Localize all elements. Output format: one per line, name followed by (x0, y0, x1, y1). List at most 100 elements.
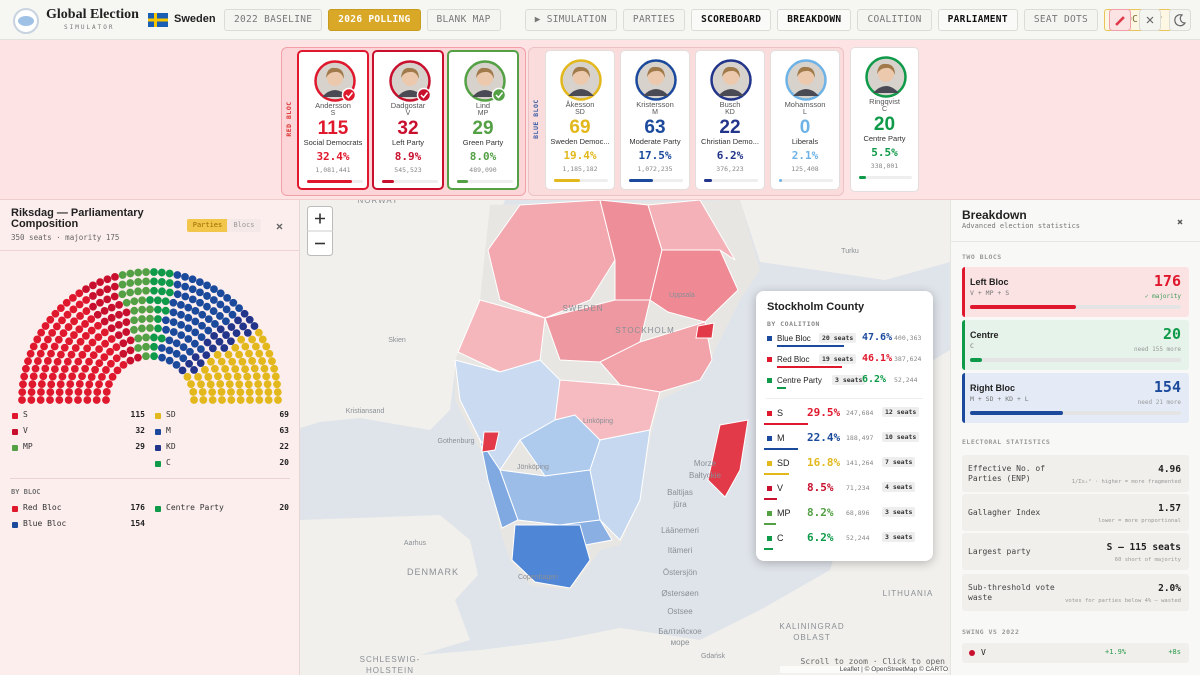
toolbar-button[interactable]: COALITION (857, 9, 932, 31)
close-button[interactable] (1176, 218, 1184, 226)
candidate-card: Mohamsson L 0 Liberals 2.1% 125,408 (770, 50, 840, 190)
party-abbr: L (803, 109, 807, 116)
map-label: Kristiansand (346, 408, 385, 415)
logo-badge (13, 8, 39, 34)
seat-dot (262, 342, 271, 351)
zoom-control[interactable] (307, 206, 333, 256)
county[interactable] (511, 524, 591, 589)
seat-dot (203, 281, 211, 290)
close-button[interactable] (275, 222, 284, 231)
seat-dot (50, 365, 59, 373)
seat-dot (142, 277, 150, 286)
seat-dot (190, 339, 199, 348)
vote-count: 1,072,235 (637, 165, 673, 173)
seat-dot (126, 269, 135, 278)
county[interactable] (481, 431, 500, 453)
toolbar-button[interactable]: BLANK MAP (426, 9, 501, 31)
seat-dot (146, 314, 154, 323)
winner-check (345, 92, 354, 99)
view-toggle[interactable]: Blocs (227, 219, 261, 232)
toolbar-button[interactable]: BREAKDOWN (777, 9, 852, 31)
party-seats: 3 seats (882, 532, 916, 542)
seat-dot (274, 396, 282, 404)
seat-dot (241, 342, 250, 351)
candidate-card: Lind MP 29 Green Party 8.0% 489,090 (447, 50, 519, 190)
share-track (629, 179, 683, 182)
seat-dot (95, 380, 103, 389)
share-bar (382, 180, 395, 183)
seat-dot (241, 365, 250, 373)
seat-dot (83, 344, 92, 353)
seat-dot (157, 344, 166, 352)
seat-dot (243, 372, 252, 381)
seat-dot (245, 315, 254, 324)
party-abbr: S (330, 110, 336, 117)
toolbar-button[interactable]: ▶ SIMULATION (524, 9, 617, 31)
seat-dot (181, 282, 190, 291)
coalition-share: 47.6% (862, 332, 893, 343)
seat-dot (204, 326, 213, 335)
seat-dot (216, 325, 225, 334)
edit-button[interactable] (1109, 9, 1131, 31)
seat-dot (62, 298, 71, 307)
close-button[interactable] (1139, 9, 1161, 31)
share-bar (779, 179, 782, 182)
seat-dot (215, 337, 224, 346)
seat-dot (221, 317, 230, 326)
toolbar-button[interactable]: PARLIAMENT (937, 9, 1018, 31)
map-label: море (671, 638, 690, 647)
seat-dot (119, 360, 128, 369)
map-label: Linköping (583, 418, 613, 425)
seat-dot (26, 349, 35, 358)
seat-dot (154, 305, 162, 314)
view-toggle[interactable]: Parties (187, 219, 228, 232)
party-abbr: MP (477, 110, 489, 117)
seat-dot (33, 335, 42, 344)
stat-label: Sub-threshold vote waste (968, 583, 1055, 602)
coalition-votes: 52,244 (894, 376, 918, 384)
seat-dot (178, 366, 187, 375)
theme-button[interactable] (1169, 9, 1191, 31)
county[interactable] (695, 322, 715, 339)
seat-dot (157, 268, 166, 277)
toolbar-button[interactable]: 2022 BASELINE (224, 9, 323, 31)
seat-dot (150, 342, 158, 351)
avatar-body (322, 90, 348, 97)
toolbar-button[interactable]: SCOREBOARD (691, 9, 772, 31)
coalition-swatch (767, 357, 772, 362)
coalition-seats: 3 seats (832, 375, 866, 385)
toolbar-button[interactable]: 2026 POLLING (328, 9, 421, 31)
seat-dot (112, 343, 121, 351)
seat-dot (27, 396, 36, 404)
seat-dot (85, 380, 94, 389)
map-label: Aarhus (404, 540, 427, 547)
coalition-votes: 400,363 (894, 334, 922, 342)
seat-dot (203, 292, 211, 300)
county[interactable] (647, 200, 736, 261)
seat-dot (264, 396, 273, 404)
coalition-share: 6.2% (862, 374, 887, 385)
popup-heading: BY COALITION (767, 320, 820, 328)
candidate-name: Mohamsson (784, 100, 826, 109)
seat-dot (103, 275, 112, 284)
seat-dot (115, 310, 123, 319)
county[interactable] (479, 439, 519, 529)
seat-dot (122, 318, 131, 327)
seat-dot (83, 396, 92, 404)
seat-dot (150, 268, 158, 276)
share-bar (629, 179, 653, 182)
map-label: KALININGRAD (779, 622, 844, 631)
seat-dot (114, 320, 123, 329)
seat-dot (130, 297, 139, 306)
seat-dot (65, 337, 73, 346)
seat-dot (181, 292, 190, 301)
toolbar-button[interactable]: SEAT DOTS (1023, 9, 1099, 31)
seat-dot (268, 357, 276, 366)
seat-dot (75, 325, 84, 334)
avatar-hair (401, 67, 419, 79)
county[interactable] (707, 419, 749, 498)
bloc-seats: 20 (1162, 325, 1181, 343)
legend-swatch (12, 429, 18, 435)
country-name: Sweden (174, 13, 216, 25)
toolbar-button[interactable]: PARTIES (622, 9, 686, 31)
